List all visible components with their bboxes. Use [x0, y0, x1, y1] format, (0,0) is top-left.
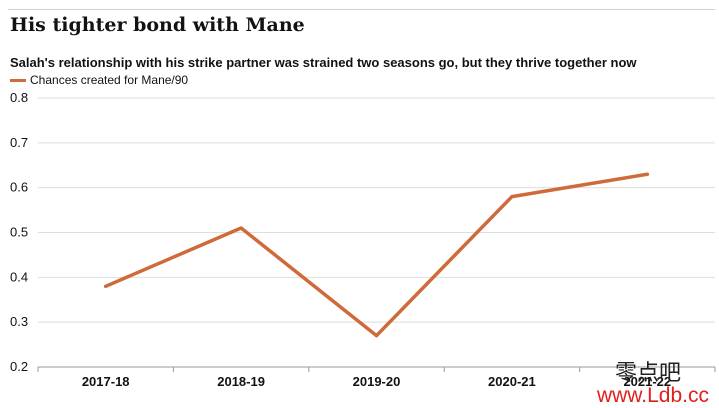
x-tick-label: 2019-20 — [353, 374, 401, 389]
data-point — [239, 226, 243, 230]
top-rule — [8, 9, 715, 10]
x-tick-label: 2017-18 — [82, 374, 130, 389]
legend-swatch — [10, 78, 26, 82]
y-tick-label: 0.5 — [10, 225, 28, 240]
data-point — [510, 195, 514, 199]
watermark: 零点吧 www.Ldb.cc — [596, 361, 709, 407]
y-tick-label: 0.2 — [10, 359, 28, 374]
y-tick-label: 0.7 — [10, 135, 28, 150]
series-line — [103, 172, 650, 338]
watermark-url: www.Ldb.cc — [596, 384, 709, 407]
watermark-chinese: 零点吧 — [614, 361, 681, 386]
chart-subtitle: Salah's relationship with his strike par… — [10, 55, 637, 70]
data-point — [104, 284, 108, 288]
x-tick-label: 2018-19 — [217, 374, 265, 389]
y-tick-label: 0.4 — [10, 269, 28, 284]
y-tick-label: 0.6 — [10, 180, 28, 195]
y-tick-label: 0.8 — [10, 90, 28, 105]
x-tick-label: 2021-22 — [623, 374, 671, 389]
legend: Chances created for Mane/90 — [10, 73, 188, 87]
data-point — [645, 172, 649, 176]
legend-label: Chances created for Mane/90 — [30, 73, 189, 87]
data-point — [374, 334, 379, 338]
y-tick-label: 0.3 — [10, 314, 28, 329]
x-tick-label: 2020-21 — [488, 374, 536, 389]
chart-title: His tighter bond with Mane — [10, 14, 305, 36]
